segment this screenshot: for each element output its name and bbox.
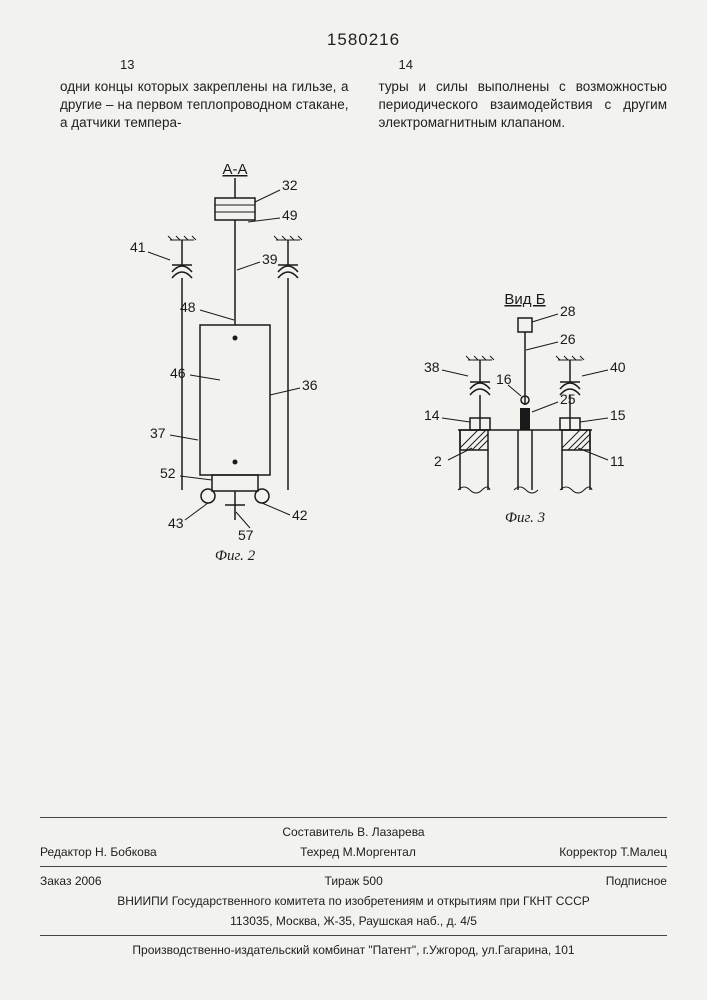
org-line-2: Производственно-издательский комбинат "П… — [40, 940, 667, 960]
subscription: Подписное — [606, 874, 667, 888]
fig3-n28: 28 — [560, 303, 576, 319]
patent-number: 1580216 — [60, 30, 667, 50]
fig2-n39: 39 — [262, 251, 278, 267]
corrector-name: Т.Малец — [620, 845, 667, 859]
fig3-n26: 26 — [560, 331, 576, 347]
fig3-n11: 11 — [610, 453, 625, 469]
fig3-n38: 38 — [424, 359, 440, 375]
addr-line-1: 113035, Москва, Ж-35, Раушская наб., д. … — [40, 911, 667, 931]
fig3-n16: 16 — [496, 371, 512, 387]
hatch-left-icon — [460, 430, 488, 450]
editor-label: Редактор — [40, 845, 92, 859]
fig2-n57: 57 — [238, 527, 254, 543]
order-label: Заказ — [40, 874, 71, 888]
fig2-n46: 46 — [170, 365, 186, 381]
fig3-n2: 2 — [434, 453, 442, 469]
fig3-n40: 40 — [610, 359, 626, 375]
fig2-section-label: А-А — [222, 161, 247, 178]
tirazh-label: Тираж — [325, 874, 360, 888]
fig3-n25: 25 — [560, 391, 576, 407]
col-num-left: 13 — [60, 56, 349, 74]
footer-block: Составитель В. Лазарева Редактор Н. Бобк… — [40, 813, 667, 960]
text-right: туры и силы выполнены с возможностью пер… — [379, 78, 668, 133]
fig2-n48: 48 — [180, 299, 196, 315]
fig2-n36: 36 — [302, 377, 318, 393]
fig3-n15: 15 — [610, 407, 626, 423]
tirazh-num: 500 — [363, 874, 383, 888]
techred-label: Техред — [300, 845, 339, 859]
pulley40-icon — [556, 356, 584, 395]
text-columns: 13 одни концы которых закреплены на гиль… — [60, 56, 667, 132]
fig-3: Вид Б 28 26 38 — [410, 290, 650, 580]
editor-name: Н. Бобкова — [95, 845, 157, 859]
fig2-n52: 52 — [160, 465, 176, 481]
compiler-name: В. Лазарева — [357, 825, 425, 839]
fig2-n37: 37 — [150, 425, 166, 441]
fig3-view-label: Вид Б — [504, 291, 545, 308]
fig2-n32: 32 — [282, 177, 298, 193]
figures-area: А-А 32 49 — [60, 160, 667, 590]
pulley38-icon — [466, 356, 494, 395]
col-num-right: 14 — [379, 56, 668, 74]
pulley-left-icon — [168, 236, 196, 278]
fig-2: А-А 32 49 — [130, 160, 370, 580]
fig2-n49: 49 — [282, 207, 298, 223]
org-line-1: ВНИИПИ Государственного комитета по изоб… — [40, 891, 667, 911]
order-num: 2006 — [75, 874, 102, 888]
fig2-n43: 43 — [168, 515, 184, 531]
fig2-n41: 41 — [130, 239, 146, 255]
pulley-right-icon — [274, 236, 302, 278]
hatch-right-icon — [562, 430, 590, 450]
fig2-n42: 42 — [292, 507, 308, 523]
compiler-label: Составитель — [282, 825, 353, 839]
fig2-caption: Фиг. 2 — [215, 548, 256, 564]
corrector-label: Корректор — [559, 845, 617, 859]
techred-name: М.Моргентал — [343, 845, 416, 859]
fig3-n14: 14 — [424, 407, 440, 423]
fig3-caption: Фиг. 3 — [505, 510, 545, 526]
text-left: одни концы которых закреплены на гильзе,… — [60, 78, 349, 133]
